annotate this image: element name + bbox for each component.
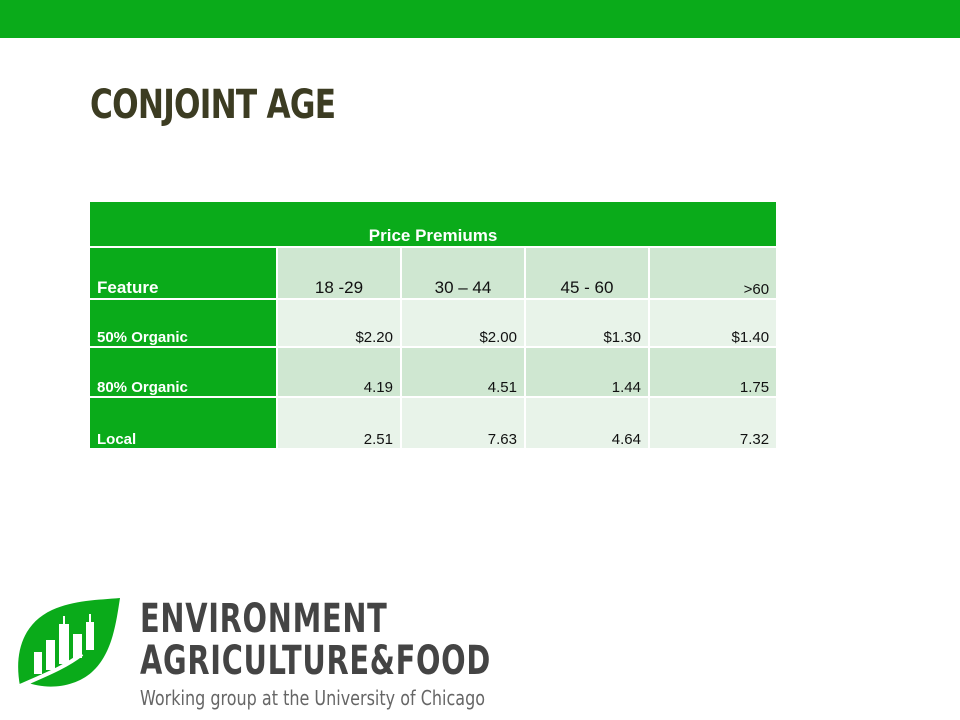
table-caption: Price Premiums [87, 200, 779, 248]
table-cell: 4.51 [400, 346, 526, 398]
logo-text-environment: ENVIRONMENT [140, 596, 388, 642]
slide-title: CONJOINT AGE [90, 82, 336, 128]
column-header-45-60: 45 - 60 [524, 246, 650, 300]
top-accent-bar [0, 0, 960, 38]
table-cell: $1.40 [647, 298, 779, 348]
column-header-feature: Feature [88, 246, 278, 300]
table-row: 50% Organic $2.20 $2.00 $1.30 $1.40 [88, 298, 779, 348]
table-row: Local 2.51 7.63 4.64 7.32 [88, 396, 779, 450]
table-row: 80% Organic 4.19 4.51 1.44 1.75 [88, 346, 779, 398]
column-header-30-44: 30 – 44 [400, 246, 526, 300]
leaf-skyline-icon [18, 598, 120, 688]
organization-logo: ENVIRONMENT AGRICULTURE&FOOD Working gro… [12, 594, 490, 714]
column-header-over-60: >60 [647, 246, 779, 300]
table-cell: 1.75 [647, 346, 779, 398]
row-label: 80% Organic [88, 346, 278, 398]
table-cell: 2.51 [276, 396, 402, 450]
table-cell: 7.63 [400, 396, 526, 450]
row-label: Local [88, 396, 278, 450]
row-label: 50% Organic [88, 298, 278, 348]
table-cell: $1.30 [524, 298, 650, 348]
table-cell: 4.19 [276, 346, 402, 398]
table-cell: 4.64 [524, 396, 650, 450]
column-header-18-29: 18 -29 [276, 246, 402, 300]
logo-tagline: Working group at the University of Chica… [140, 686, 486, 710]
price-premiums-table: Price Premiums Feature 18 -29 30 – 44 45… [87, 200, 779, 450]
table-cell: $2.00 [400, 298, 526, 348]
table-cell: 1.44 [524, 346, 650, 398]
table-cell: $2.20 [276, 298, 402, 348]
table-cell: 7.32 [647, 396, 779, 450]
logo-text-agriculture-food: AGRICULTURE&FOOD [140, 638, 491, 684]
